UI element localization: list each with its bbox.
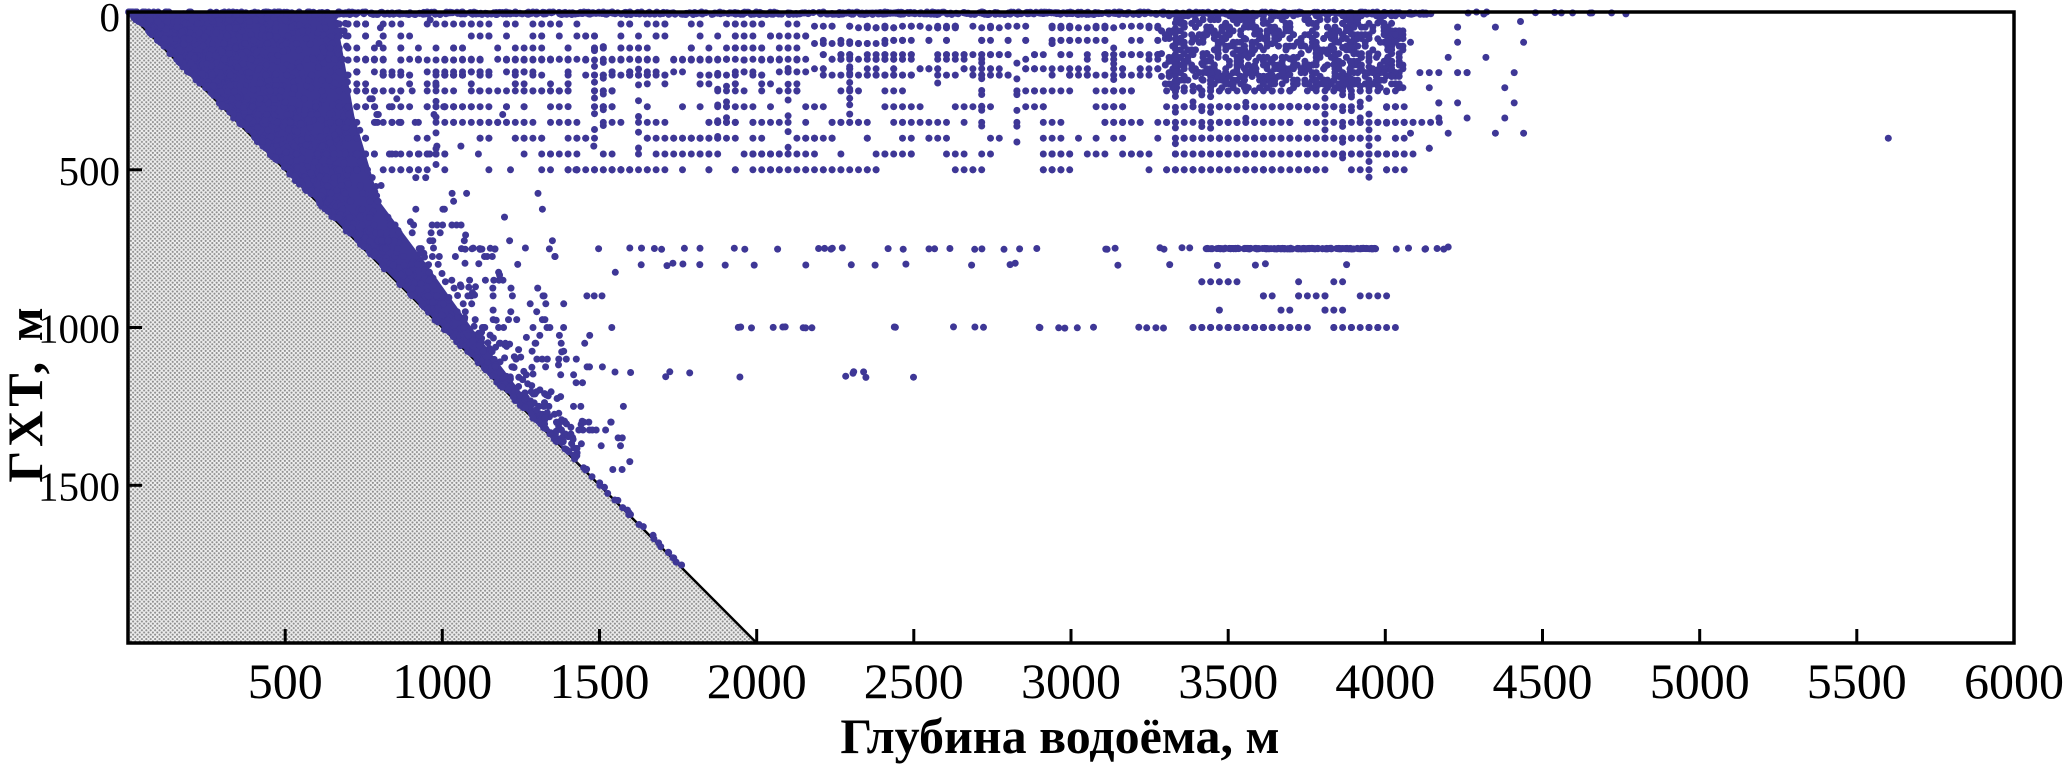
x-tick-label: 5000 <box>1650 653 1750 709</box>
y-axis-title: ГХТ, м <box>0 303 53 482</box>
x-tick-label: 3500 <box>1178 653 1278 709</box>
y-tick-label: 1500 <box>38 463 120 509</box>
y-tick-label: 0 <box>100 0 121 40</box>
x-tick-label: 4500 <box>1493 653 1593 709</box>
plot-border-and-ticks <box>126 10 2016 645</box>
x-tick-label: 500 <box>248 653 323 709</box>
y-tick-label: 500 <box>59 148 121 194</box>
x-tick-label: 5500 <box>1807 653 1907 709</box>
axis-tick-labels: 500 1000 1500 2000 2500 3000 3500 4000 4500 5000 5… <box>38 0 2064 709</box>
x-axis-title: Глубина водоёма, м <box>840 708 1279 764</box>
x-tick-label: 3000 <box>1021 653 1121 709</box>
x-tick-label: 1500 <box>550 653 650 709</box>
x-tick-label: 6000 <box>1964 653 2064 709</box>
x-tick-label: 4000 <box>1335 653 1435 709</box>
x-tick-label: 1000 <box>392 653 492 709</box>
x-tick-label: 2000 <box>707 653 807 709</box>
x-tick-label: 2500 <box>864 653 964 709</box>
y-tick-label: 1000 <box>38 306 120 352</box>
